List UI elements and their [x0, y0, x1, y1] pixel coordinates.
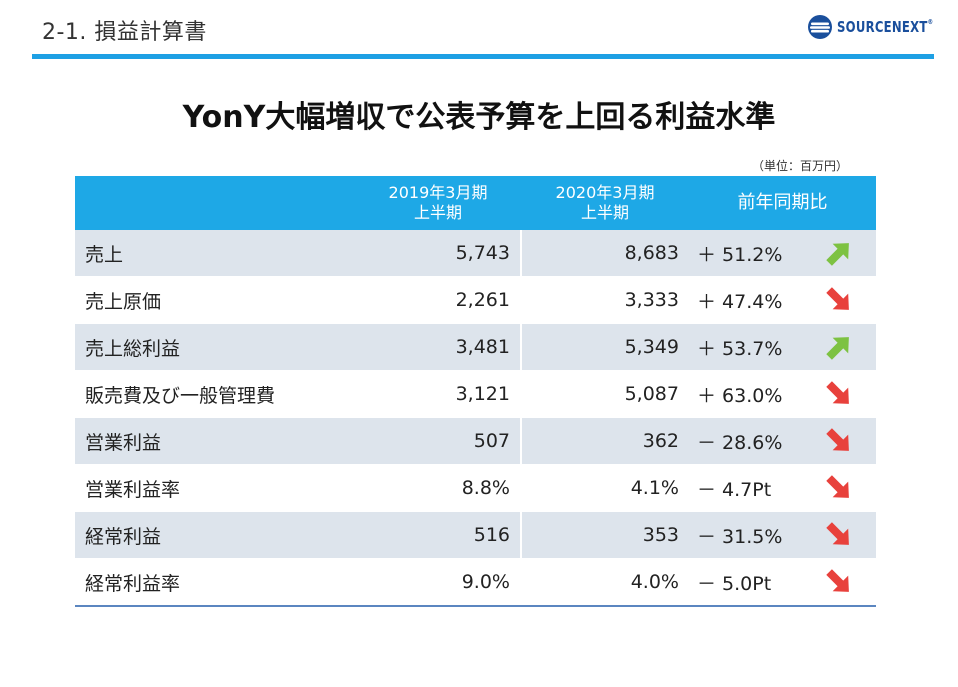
row-prev-value: 2,261: [355, 276, 522, 324]
row-cur-value: 353: [521, 511, 689, 559]
row-item-label: 販売費及び一般管理費: [75, 370, 355, 418]
sourcenext-logo: SOURCENEXT®: [807, 14, 933, 40]
sourcenext-logo-icon: [807, 15, 832, 39]
row-item-label: 営業利益: [75, 417, 355, 465]
table-row: 経常利益 516 353 － 31.5%: [75, 511, 876, 559]
header-item: [75, 176, 355, 230]
row-trend-cell: [802, 370, 876, 418]
down-arrow-icon: [821, 381, 857, 405]
row-prev-value: 516: [355, 511, 522, 559]
registered-mark: ®: [927, 18, 933, 26]
row-cur-value: 3,333: [521, 276, 689, 324]
row-item-label: 経常利益: [75, 511, 355, 559]
row-cur-value: 8,683: [521, 230, 689, 277]
down-arrow-icon: [821, 475, 857, 499]
row-trend-cell: [802, 464, 876, 512]
row-yoy-change: － 28.6%: [689, 417, 802, 465]
down-arrow-icon: [821, 287, 857, 311]
header-cur-period: 2020年3月期 上半期: [521, 176, 689, 230]
header-prev-period-half: 上半期: [413, 203, 462, 222]
row-item-label: 売上総利益: [75, 323, 355, 371]
logo-text: SOURCENEXT®: [836, 18, 933, 36]
row-prev-value: 3,481: [355, 323, 522, 371]
header-prev-period: 2019年3月期 上半期: [355, 176, 521, 230]
unit-note: （単位：百万円）: [751, 159, 848, 173]
row-trend-cell: [802, 276, 876, 324]
up-arrow-icon: [821, 336, 857, 360]
row-prev-value: 507: [355, 417, 522, 465]
header-cur-period-half: 上半期: [580, 203, 629, 222]
down-arrow-icon: [821, 569, 857, 593]
row-cur-value: 4.1%: [521, 464, 689, 512]
up-arrow-icon: [821, 242, 857, 266]
table-row: 売上総利益 3,481 5,349 ＋ 53.7%: [75, 323, 876, 371]
row-trend-cell: [802, 558, 876, 607]
row-yoy-change: ＋ 51.2%: [689, 230, 802, 277]
table-row: 売上原価 2,261 3,333 ＋ 47.4%: [75, 276, 876, 324]
row-prev-value: 5,743: [355, 230, 522, 277]
row-trend-cell: [802, 417, 876, 465]
row-yoy-change: ＋ 63.0%: [689, 370, 802, 418]
slide-headline: YonY大幅増収で公表予算を上回る利益水準: [182, 100, 776, 135]
income-statement-table: 2019年3月期 上半期 2020年3月期 上半期 前年同期比 売上 5,743 8…: [75, 176, 876, 607]
row-prev-value: 9.0%: [355, 558, 522, 607]
row-yoy-change: － 4.7Pt: [689, 464, 802, 512]
down-arrow-icon: [821, 522, 857, 546]
row-yoy-change: ＋ 53.7%: [689, 323, 802, 371]
row-yoy-change: － 5.0Pt: [689, 558, 802, 607]
table-row: 経常利益率 9.0% 4.0% － 5.0Pt: [75, 558, 876, 607]
row-item-label: 売上原価: [75, 276, 355, 324]
row-prev-value: 3,121: [355, 370, 522, 418]
row-yoy-change: － 31.5%: [689, 511, 802, 559]
row-cur-value: 5,349: [521, 323, 689, 371]
header-prev-period-year: 2019年3月期: [388, 183, 488, 202]
table-row: 売上 5,743 8,683 ＋ 51.2%: [75, 230, 876, 277]
table-row: 営業利益 507 362 － 28.6%: [75, 417, 876, 465]
row-cur-value: 362: [521, 417, 689, 465]
row-trend-cell: [802, 511, 876, 559]
row-trend-cell: [802, 323, 876, 371]
header-divider: [32, 54, 934, 59]
down-arrow-icon: [821, 428, 857, 452]
row-prev-value: 8.8%: [355, 464, 522, 512]
row-cur-value: 5,087: [521, 370, 689, 418]
row-item-label: 経常利益率: [75, 558, 355, 607]
table-row: 販売費及び一般管理費 3,121 5,087 ＋ 63.0%: [75, 370, 876, 418]
row-cur-value: 4.0%: [521, 558, 689, 607]
row-item-label: 売上: [75, 230, 355, 277]
row-yoy-change: ＋ 47.4%: [689, 276, 802, 324]
table-row: 営業利益率 8.8% 4.1% － 4.7Pt: [75, 464, 876, 512]
header-cur-period-year: 2020年3月期: [555, 183, 655, 202]
page-title: 2-1. 損益計算書: [42, 20, 207, 45]
table-header-row: 2019年3月期 上半期 2020年3月期 上半期 前年同期比: [75, 176, 876, 230]
row-item-label: 営業利益率: [75, 464, 355, 512]
row-trend-cell: [802, 230, 876, 277]
header-yoy: 前年同期比: [689, 176, 876, 230]
